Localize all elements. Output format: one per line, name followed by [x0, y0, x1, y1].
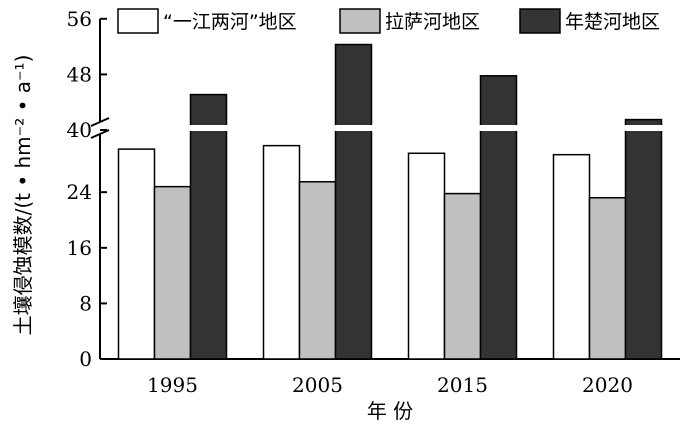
bar-break-gap	[479, 125, 518, 131]
y-tick-label: 48	[67, 62, 92, 86]
bar-break-gap	[624, 125, 663, 131]
y-tick-label: 16	[67, 236, 92, 260]
legend-label: “一江两河”地区	[163, 11, 297, 33]
x-category-label: 2020	[582, 373, 633, 397]
bar	[262, 144, 301, 360]
y-axis-title: 土壤侵蚀模数/(t • hm⁻² • a⁻¹)	[11, 55, 35, 336]
legend-label: 年楚河地区	[565, 11, 660, 33]
bar	[117, 148, 156, 360]
bars	[117, 43, 663, 360]
y-tick-label: 0	[79, 347, 92, 371]
x-category-label: 2005	[292, 373, 343, 397]
bar	[153, 185, 192, 360]
legend: “一江两河”地区 拉萨河地区 年楚河地区	[117, 8, 660, 34]
bar	[479, 75, 518, 360]
bar-break-gap	[334, 125, 373, 131]
bar	[443, 192, 482, 360]
bar-break-gap	[189, 125, 228, 131]
x-category-labels: 1995 2005 2015 2020	[147, 373, 633, 397]
bar	[624, 118, 663, 360]
x-axis-title: 年 份	[367, 399, 413, 423]
legend-swatch	[519, 8, 561, 34]
bar	[189, 93, 228, 360]
break-mark	[90, 129, 110, 139]
bar	[588, 197, 627, 360]
legend-swatch	[117, 8, 159, 34]
y-tick-label: 24	[67, 180, 92, 204]
x-category-label: 2015	[437, 373, 488, 397]
y-tick-label: 8	[79, 291, 92, 315]
y-tick-labels: 0 8 16 24 40 48 56	[67, 7, 107, 371]
bar	[334, 43, 373, 360]
legend-label: 拉萨河地区	[385, 11, 480, 33]
bar	[552, 153, 591, 360]
y-tick-label: 56	[67, 7, 92, 31]
break-mark	[90, 117, 110, 127]
y-tick-label: 40	[67, 118, 92, 142]
axis-break-marks	[90, 117, 110, 139]
x-category-label: 1995	[147, 373, 198, 397]
legend-swatch	[339, 8, 381, 34]
bar	[407, 152, 446, 360]
bar	[298, 181, 337, 360]
